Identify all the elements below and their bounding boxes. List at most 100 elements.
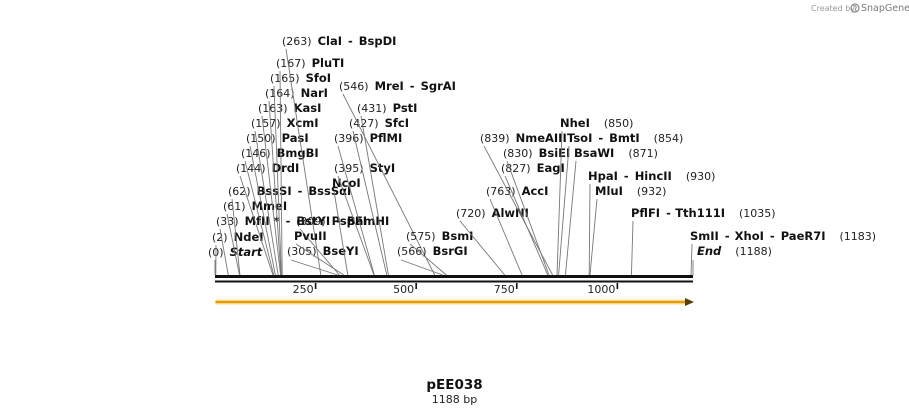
site-leader-line [588,183,591,276]
site-position: (763) [486,185,516,198]
restriction-sites: (0)Start(2)NdeI(33)MfII *-BstYI-BamHI(61… [208,34,876,276]
site-pflfi: PflFI - Tth111I (1035) [630,206,776,276]
site-leader-line [690,243,693,276]
site-enzyme-name: BmtI [609,131,640,145]
site-enzyme-name: NarI [301,86,328,100]
site-leader-line [558,145,570,276]
site-label: MluI (932) [595,184,666,198]
site-position: (163) [258,102,288,115]
site-position: (575) [406,230,436,243]
site-enzyme-name: SgrAI [421,79,456,93]
site-position: (431) [357,102,387,115]
site-label: (62) BssSI - BssSαI [228,184,351,198]
site-leader-line [261,115,282,276]
site-hpai: HpaI - HincII (930) [588,169,716,276]
site-bsrgi: (566) BsrGI [397,244,468,276]
site-enzyme-name: MluI [595,184,623,198]
site-leader-line [285,48,322,276]
site-label: (830) BsiEI [503,146,570,160]
site-position: (720) [456,207,486,220]
site-enzyme-name: MreI [375,79,404,93]
site-position: (854) [654,132,684,145]
site-leader-line [459,220,506,276]
site-position: (396) [334,132,364,145]
site-label: (165) SfoI [270,71,331,85]
site-leader-line [279,70,283,276]
site-label: (566) BsrGI [397,244,468,258]
site-label: (146) BmgBI [241,146,319,160]
site-enzyme-name: DrdI [272,161,300,175]
site-leader-line [556,130,563,276]
site-leader-line [290,259,338,276]
site-leader-line [254,130,279,276]
site-enzyme-name: XhoI [735,229,764,243]
site-leader-line [337,175,375,276]
site-label: (163) KasI [258,101,321,115]
site-leader-line [342,93,436,276]
site-position: (930) [686,170,716,183]
site-label: PvuII [294,229,327,243]
site-position: (144) [236,162,266,175]
site-xcmi: (157) XcmI [251,116,319,276]
site-ndei: (2) NdeI [212,230,264,276]
site-enzyme-name: BstYI [296,214,330,228]
site-nmeaiii: (839) NmeAIII [480,131,567,276]
site-bseyi: (305) BseYI [287,244,359,276]
site-position: (395) [334,162,364,175]
site-enzyme-name: Tth111I [675,206,725,220]
site-acci: (763) AccI [486,184,548,276]
site-position: (146) [241,147,271,160]
site-drdi: (144) DrdI [236,161,299,276]
site-position: (150) [246,132,276,145]
site-label: (157) XcmI [251,116,319,130]
site-position: (1035) [739,207,776,220]
site-enzyme-name: SfcI [385,116,409,130]
site-position: (839) [480,132,510,145]
site-enzyme-name: StyI [370,161,396,175]
site-enzyme-name: SmII [690,229,719,243]
site-enzyme-name: End [697,244,722,258]
site-label: BsaWI (871) [574,146,658,160]
axis-tick-label: 1000 [587,283,615,296]
site-enzyme-name: TsoI [567,131,592,145]
site-separator: - [666,206,671,220]
site-enzyme-name: AccI [522,184,549,198]
site-label: (763) AccI [486,184,548,198]
site-label: (575) BsmI [406,229,473,243]
site-separator: - [348,34,353,48]
site-sfoi: (165) SfoI [270,71,331,276]
site-position: (305) [287,245,317,258]
site-psti: (431) PstI [357,101,418,276]
site-separator: - [770,229,775,243]
site-bsiei: (830) BsiEI [503,146,570,276]
site-enzyme-name: ClaI [318,34,342,48]
site-label: (546) MreI - SgrAI [339,79,456,93]
site-position: (427) [349,117,379,130]
site-position: (61) [223,200,246,213]
site-enzyme-name: BspDI [359,34,397,48]
site-enzyme-name: HpaI [588,169,618,183]
site-label: (839) NmeAIII [480,131,567,145]
site-nhei: NheI (850) [556,116,633,276]
site-pvuii: PvuII [294,229,344,276]
site-enzyme-name: PaeR7I [781,229,826,243]
site-enzyme-name: BsiEI [539,146,571,160]
axis-tick-label: 750 [494,283,515,296]
site-leader-line [244,160,275,276]
site-separator: - [410,79,415,93]
site-enzyme-name: PstI [393,101,418,115]
site-enzyme-name: BseYI [323,244,359,258]
site-position: (546) [339,80,369,93]
site-label: (150) PasI [246,131,309,145]
site-leader-line [565,160,577,276]
site-position: (167) [276,57,306,70]
site-enzyme-name: BsaWI [574,146,614,160]
site-enzyme-name: PflFI [631,206,660,220]
site-enzyme-name: PflMI [370,131,403,145]
site-leader-line [231,198,241,276]
site-mrei: (546) MreI - SgrAI [339,79,456,276]
site-enzyme-name: BsrGI [433,244,468,258]
site-label: (144) DrdI [236,161,299,175]
site-enzyme-name: HincII [635,169,672,183]
